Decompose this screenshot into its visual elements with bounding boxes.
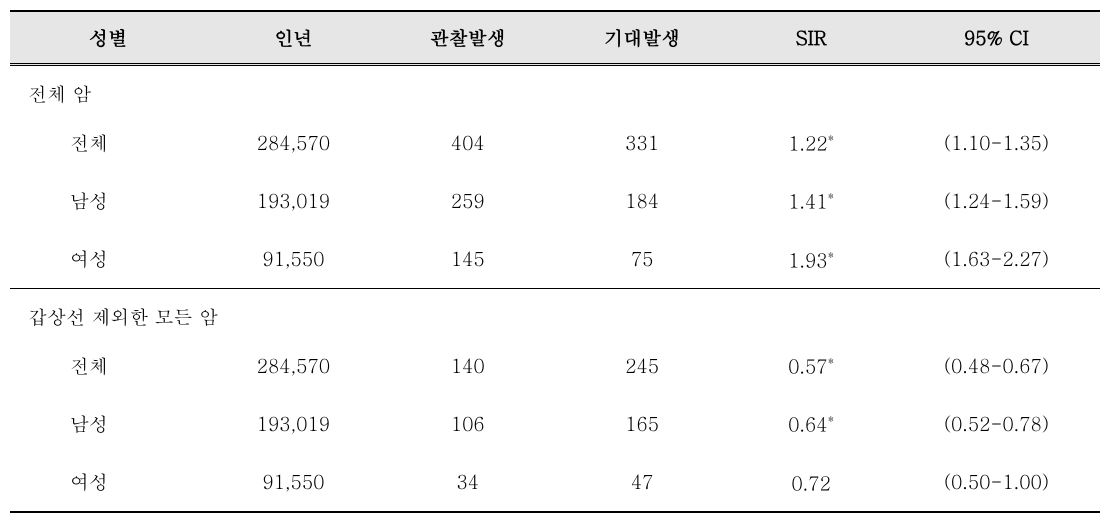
significance-star: * xyxy=(828,245,835,264)
cell-observed: 404 xyxy=(381,113,555,171)
cell-person-years: 91,550 xyxy=(206,453,380,512)
cell-sir: 0.72 xyxy=(729,453,893,512)
cell-sir: 0.57* xyxy=(729,336,893,394)
cell-sir: 1.22* xyxy=(729,113,893,171)
row-label: 전체 xyxy=(10,336,206,394)
cell-observed: 145 xyxy=(381,230,555,289)
significance-star: * xyxy=(828,351,835,370)
cell-ci: (1.10-1.35) xyxy=(893,113,1100,171)
section-title: 전체 암 xyxy=(10,65,1100,114)
table-header-row: 성별 인년 관찰발생 기대발생 SIR 95% CI xyxy=(10,11,1100,65)
cell-observed: 259 xyxy=(381,171,555,229)
cell-ci: (1.24-1.59) xyxy=(893,171,1100,229)
cell-ci: (0.52-0.78) xyxy=(893,394,1100,452)
cell-expected: 47 xyxy=(555,453,729,512)
cell-ci: (0.50-1.00) xyxy=(893,453,1100,512)
significance-star: * xyxy=(828,409,835,428)
cell-observed: 106 xyxy=(381,394,555,452)
table-row: 여성 91,550 145 75 1.93* (1.63-2.27) xyxy=(10,230,1100,289)
cell-expected: 245 xyxy=(555,336,729,394)
col-header-person-years: 인년 xyxy=(206,11,380,65)
cell-sir: 1.93* xyxy=(729,230,893,289)
table-row: 여성 91,550 34 47 0.72 (0.50-1.00) xyxy=(10,453,1100,512)
col-header-observed: 관찰발생 xyxy=(381,11,555,65)
cell-person-years: 193,019 xyxy=(206,394,380,452)
row-label: 전체 xyxy=(10,113,206,171)
cell-sir: 0.64* xyxy=(729,394,893,452)
cell-expected: 331 xyxy=(555,113,729,171)
cell-person-years: 284,570 xyxy=(206,113,380,171)
col-header-expected: 기대발생 xyxy=(555,11,729,65)
sir-table: 성별 인년 관찰발생 기대발생 SIR 95% CI 전체 암 전체 284,5… xyxy=(10,10,1100,513)
cell-sir: 1.41* xyxy=(729,171,893,229)
col-header-sir: SIR xyxy=(729,11,893,65)
significance-star: * xyxy=(828,186,835,205)
section-header-row: 갑상선 제외한 모든 암 xyxy=(10,288,1100,336)
cell-expected: 75 xyxy=(555,230,729,289)
table-row: 남성 193,019 259 184 1.41* (1.24-1.59) xyxy=(10,171,1100,229)
cell-person-years: 284,570 xyxy=(206,336,380,394)
col-header-sex: 성별 xyxy=(10,11,206,65)
table-row: 전체 284,570 404 331 1.22* (1.10-1.35) xyxy=(10,113,1100,171)
cell-observed: 34 xyxy=(381,453,555,512)
section-header-row: 전체 암 xyxy=(10,65,1100,114)
row-label: 남성 xyxy=(10,171,206,229)
cell-person-years: 91,550 xyxy=(206,230,380,289)
cell-person-years: 193,019 xyxy=(206,171,380,229)
significance-star: * xyxy=(828,128,835,147)
cell-ci: (1.63-2.27) xyxy=(893,230,1100,289)
row-label: 여성 xyxy=(10,453,206,512)
table-body: 전체 암 전체 284,570 404 331 1.22* (1.10-1.35… xyxy=(10,65,1100,512)
cell-observed: 140 xyxy=(381,336,555,394)
section-title: 갑상선 제외한 모든 암 xyxy=(10,288,1100,336)
cell-expected: 184 xyxy=(555,171,729,229)
cell-expected: 165 xyxy=(555,394,729,452)
cell-ci: (0.48-0.67) xyxy=(893,336,1100,394)
row-label: 여성 xyxy=(10,230,206,289)
col-header-ci: 95% CI xyxy=(893,11,1100,65)
row-label: 남성 xyxy=(10,394,206,452)
table-row: 남성 193,019 106 165 0.64* (0.52-0.78) xyxy=(10,394,1100,452)
table-row: 전체 284,570 140 245 0.57* (0.48-0.67) xyxy=(10,336,1100,394)
